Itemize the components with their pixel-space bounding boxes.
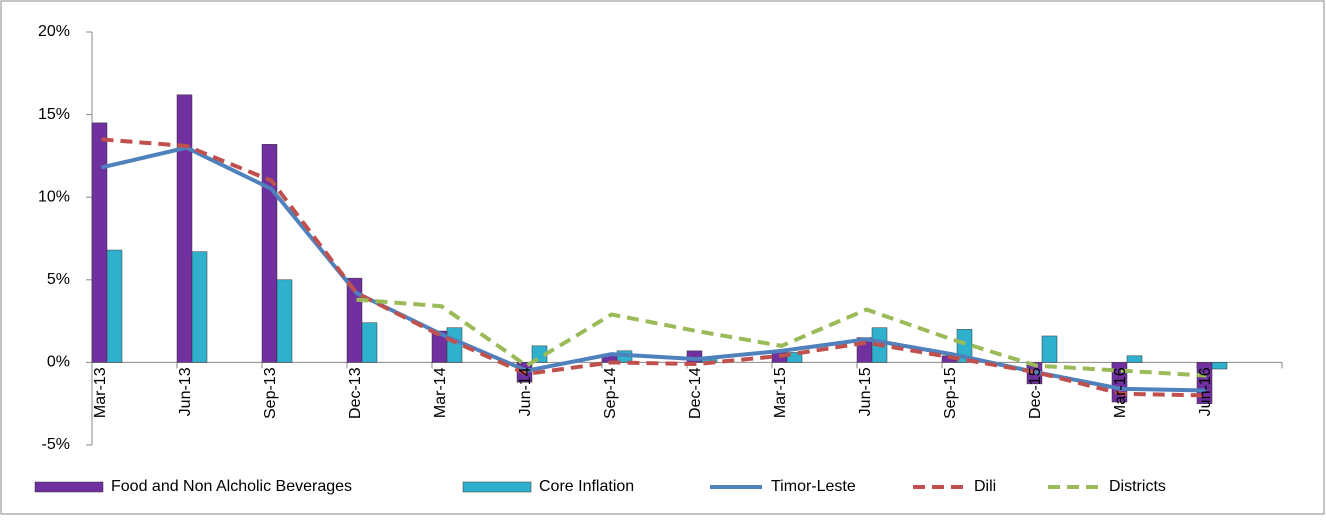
y-tick-label: -5% [42,436,70,453]
legend-swatch [462,481,532,493]
bar [786,352,803,363]
y-tick-label: 10% [38,188,70,205]
x-tick-label: Dec-13 [347,367,364,419]
legend-label: Food and Non Alcholic Beverages [111,478,352,495]
legend-label: Timor-Leste [771,478,856,495]
y-tick-label: 0% [47,354,70,371]
x-tick-label: Dec-15 [1027,367,1044,419]
x-tick-label: Mar-16 [1112,367,1129,418]
bar [446,327,463,363]
x-tick-label: Jun-14 [517,367,534,416]
y-tick-label: 15% [38,106,70,123]
bar [191,251,208,363]
y-tick-label: 5% [47,271,70,288]
bar [1041,335,1058,363]
line-series [101,137,1207,398]
bar [91,122,108,363]
bar [1126,355,1143,363]
line-series [356,297,1207,378]
x-tick-label: Jun-13 [177,367,194,416]
x-tick-label: Mar-14 [432,367,449,418]
x-tick-label: Sep-15 [942,367,959,419]
bar [1211,362,1228,370]
x-tick-label: Mar-15 [772,367,789,418]
x-tick-label: Jun-16 [1197,367,1214,416]
x-tick-label: Sep-14 [602,367,619,419]
legend-label: Dili [974,478,996,495]
bar [261,144,278,363]
bar [106,249,123,363]
x-tick-label: Sep-13 [262,367,279,419]
x-tick-label: Dec-14 [687,367,704,419]
line-series [101,145,1207,393]
bar [176,94,193,363]
y-tick-label: 20% [38,23,70,40]
x-tick-label: Mar-13 [92,367,109,418]
legend-label: Districts [1109,478,1166,495]
bar [276,279,293,363]
bar [361,322,378,363]
legend-label: Core Inflation [539,478,634,495]
x-tick-label: Jun-15 [857,367,874,416]
legend-swatch [34,481,104,493]
